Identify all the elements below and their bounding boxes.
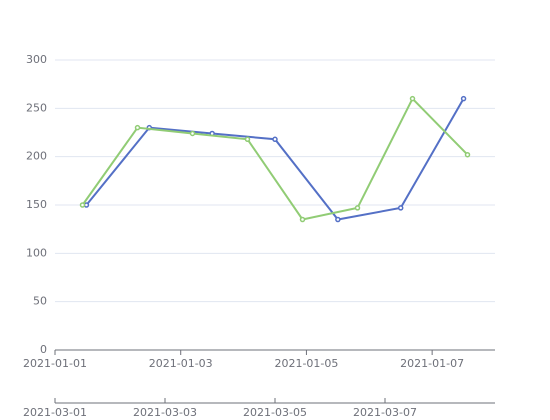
point bbox=[79, 202, 86, 208]
x-tick-label: 2021-01-07 bbox=[400, 357, 464, 370]
point bbox=[460, 95, 467, 102]
y-tick-label: 250 bbox=[26, 101, 47, 114]
x-tick-label: 2021-01-03 bbox=[149, 357, 213, 370]
point bbox=[244, 136, 251, 143]
y-tick-label: 200 bbox=[26, 150, 47, 163]
y-tick-label: 100 bbox=[26, 246, 47, 259]
y-tick-label: 50 bbox=[33, 295, 47, 308]
point bbox=[134, 124, 141, 131]
x-tick-label: 2021-03-01 bbox=[23, 406, 87, 419]
point bbox=[464, 151, 471, 158]
point bbox=[272, 136, 278, 143]
y-tick-label: 150 bbox=[26, 198, 47, 211]
y-tick-label: 300 bbox=[26, 53, 47, 66]
x-tick-label: 2021-01-05 bbox=[274, 357, 338, 370]
point bbox=[335, 216, 341, 223]
x-tick-label: 2021-03-05 bbox=[243, 406, 307, 419]
point bbox=[299, 216, 306, 223]
x-tick-label: 2021-03-07 bbox=[353, 406, 417, 419]
point bbox=[397, 205, 404, 211]
series-line bbox=[81, 96, 469, 221]
point bbox=[354, 205, 361, 211]
point bbox=[189, 130, 196, 137]
point bbox=[409, 95, 416, 102]
x-tick-label: 2021-03-03 bbox=[133, 406, 197, 419]
series-line bbox=[85, 98, 465, 221]
x-tick-label: 2021-01-01 bbox=[23, 357, 87, 370]
y-tick-label: 0 bbox=[40, 343, 47, 356]
